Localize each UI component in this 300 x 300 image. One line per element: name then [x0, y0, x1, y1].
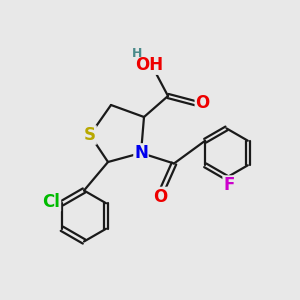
- Text: S: S: [84, 126, 96, 144]
- Text: H: H: [132, 47, 142, 61]
- Text: O: O: [153, 188, 168, 206]
- Text: OH: OH: [135, 56, 163, 74]
- Text: O: O: [195, 94, 210, 112]
- Text: Cl: Cl: [43, 193, 60, 211]
- Text: N: N: [134, 144, 148, 162]
- Text: F: F: [223, 176, 235, 194]
